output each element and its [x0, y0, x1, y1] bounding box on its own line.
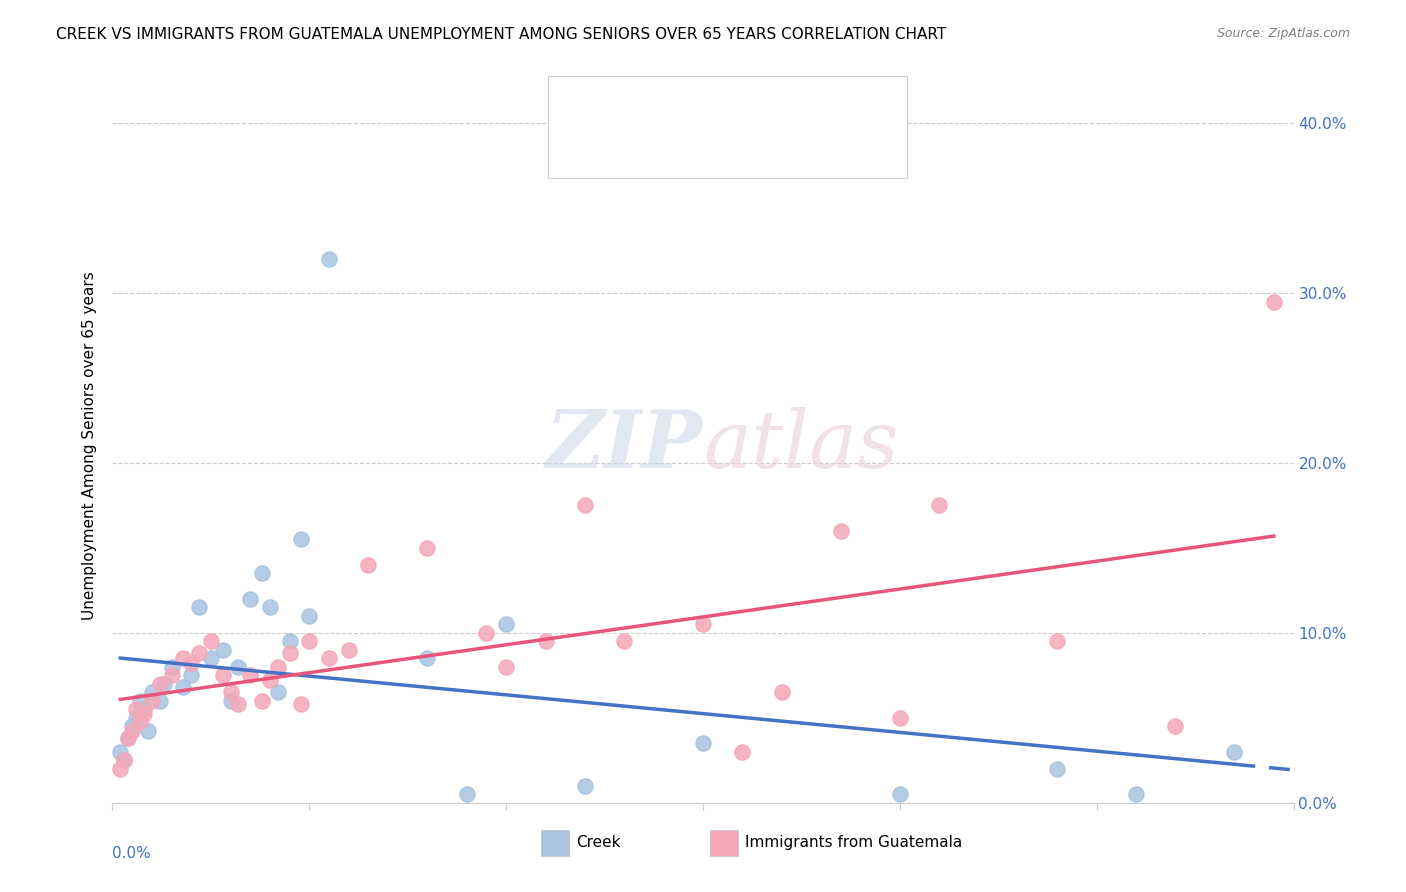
- Point: [250, 566, 273, 581]
- Point: [117, 731, 139, 746]
- Point: [1046, 634, 1069, 648]
- Point: [416, 651, 439, 665]
- Text: atlas: atlas: [703, 408, 898, 484]
- Point: [117, 731, 139, 746]
- Text: N =: N =: [707, 100, 741, 114]
- Point: [112, 753, 135, 767]
- Point: [125, 711, 148, 725]
- Text: 0.673: 0.673: [643, 140, 686, 154]
- Point: [495, 660, 517, 674]
- Point: [125, 702, 148, 716]
- Point: [200, 634, 222, 648]
- Point: [290, 533, 312, 547]
- Point: [1164, 719, 1187, 733]
- Point: [928, 499, 950, 513]
- Point: [219, 694, 242, 708]
- Point: [219, 685, 242, 699]
- Text: R =: R =: [612, 100, 645, 114]
- Point: [141, 685, 163, 699]
- Point: [160, 668, 183, 682]
- Point: [228, 660, 250, 674]
- Point: [136, 724, 159, 739]
- Point: [613, 634, 636, 648]
- Text: 0.143: 0.143: [643, 100, 686, 114]
- Point: [152, 677, 174, 691]
- Point: [495, 617, 517, 632]
- Point: [298, 608, 321, 623]
- Point: [298, 634, 321, 648]
- Y-axis label: Unemployment Among Seniors over 65 years: Unemployment Among Seniors over 65 years: [82, 272, 97, 620]
- Point: [267, 685, 290, 699]
- Point: [112, 753, 135, 767]
- Point: [770, 685, 793, 699]
- Point: [574, 499, 596, 513]
- Point: [172, 651, 194, 665]
- Point: [1125, 787, 1147, 801]
- Point: [889, 787, 911, 801]
- Point: [160, 660, 183, 674]
- Point: [239, 591, 262, 606]
- Point: [149, 694, 172, 708]
- Point: [889, 711, 911, 725]
- Point: [1046, 762, 1069, 776]
- Point: [830, 524, 852, 538]
- Point: [200, 651, 222, 665]
- Point: [337, 643, 360, 657]
- Text: CREEK VS IMMIGRANTS FROM GUATEMALA UNEMPLOYMENT AMONG SENIORS OVER 65 YEARS CORR: CREEK VS IMMIGRANTS FROM GUATEMALA UNEMP…: [56, 27, 946, 42]
- Point: [416, 541, 439, 555]
- Point: [475, 626, 498, 640]
- Point: [180, 668, 202, 682]
- Point: [318, 252, 340, 266]
- Point: [110, 745, 132, 759]
- Point: [141, 694, 163, 708]
- Point: [259, 673, 281, 688]
- Point: [1263, 294, 1285, 309]
- Text: Source: ZipAtlas.com: Source: ZipAtlas.com: [1216, 27, 1350, 40]
- Point: [132, 702, 155, 716]
- Text: R =: R =: [612, 140, 645, 154]
- Point: [357, 558, 380, 572]
- Point: [172, 680, 194, 694]
- Point: [121, 719, 143, 733]
- Text: Creek: Creek: [576, 836, 621, 850]
- Point: [318, 651, 340, 665]
- Point: [110, 762, 132, 776]
- Point: [129, 694, 152, 708]
- Point: [1223, 745, 1246, 759]
- Point: [692, 617, 714, 632]
- Point: [132, 707, 155, 722]
- Point: [731, 745, 754, 759]
- Point: [228, 698, 250, 712]
- Point: [211, 668, 233, 682]
- Point: [211, 643, 233, 657]
- Point: [250, 694, 273, 708]
- Point: [290, 698, 312, 712]
- Text: 36: 36: [738, 100, 758, 114]
- Text: Immigrants from Guatemala: Immigrants from Guatemala: [745, 836, 963, 850]
- Point: [149, 677, 172, 691]
- Point: [188, 600, 211, 615]
- Point: [456, 787, 478, 801]
- Point: [180, 657, 202, 671]
- Point: [188, 646, 211, 660]
- Point: [267, 660, 290, 674]
- Point: [259, 600, 281, 615]
- Point: [692, 736, 714, 750]
- Point: [239, 668, 262, 682]
- Point: [129, 714, 152, 729]
- Point: [278, 634, 301, 648]
- Point: [534, 634, 557, 648]
- Text: 42: 42: [738, 140, 758, 154]
- Point: [574, 779, 596, 793]
- Point: [278, 646, 301, 660]
- Text: 0.0%: 0.0%: [112, 846, 152, 861]
- Text: N =: N =: [707, 140, 741, 154]
- Text: ZIP: ZIP: [546, 408, 703, 484]
- Point: [121, 724, 143, 739]
